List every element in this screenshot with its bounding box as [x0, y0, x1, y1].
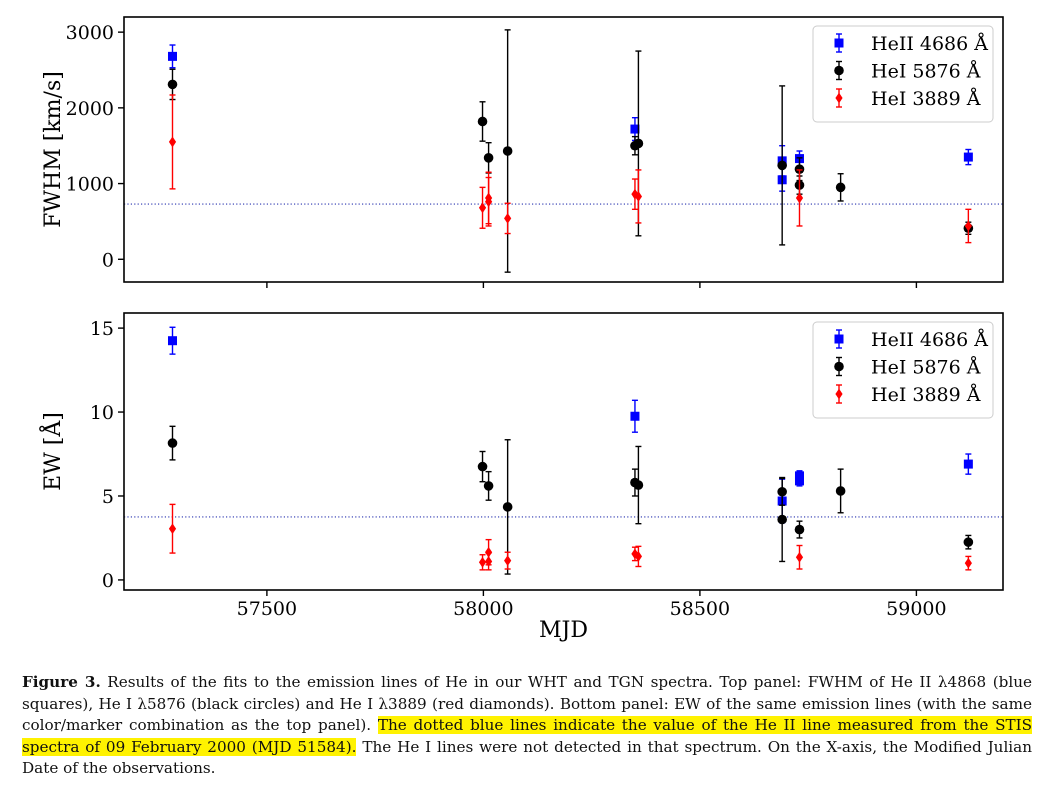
diamond-point [795, 551, 804, 563]
diamond-point [168, 136, 177, 148]
legend-entry: HeI 5876 Å [871, 357, 981, 379]
circle-point [794, 164, 805, 174]
legend-marker [834, 65, 844, 76]
circle-point [502, 502, 513, 512]
diamond-point [484, 546, 493, 558]
legend-entry: HeII 4686 Å [871, 329, 988, 351]
circle-point [167, 79, 178, 90]
x-tick-label: 57500 [237, 598, 297, 620]
square-point [794, 476, 804, 486]
diamond-point [795, 192, 804, 204]
circle-point [777, 514, 787, 525]
x-tick-label: 58500 [670, 598, 730, 620]
circle-point [477, 116, 488, 127]
y-tick-label: 5 [102, 486, 114, 508]
legend-entry: HeI 5876 Å [871, 61, 981, 83]
diamond-point [634, 191, 643, 202]
bottom-panel-ew: 0 5 10 15 57500 58000 58500 59000 EW [Å] MJD HeII … [38, 312, 1004, 643]
square-point [630, 124, 640, 134]
diamond-point [504, 213, 512, 224]
plot-frame [123, 312, 1004, 591]
x-axis-label: MJD [539, 618, 588, 643]
diamond-point [631, 548, 639, 560]
circle-point [167, 438, 178, 448]
legend-entry: HeI 3889 Å [871, 384, 981, 406]
circle-point [777, 160, 787, 171]
diamond-point [478, 556, 487, 568]
y-tick-label: 2000 [66, 98, 114, 120]
circle-point [633, 480, 644, 490]
caption-text-1: Results of the fits to the emission line… [22, 673, 1032, 735]
square-point [963, 152, 973, 162]
caption-text-2: The He I lines were not detected in that… [22, 737, 1033, 778]
y-tick-label: 1000 [66, 174, 114, 196]
circle-point [477, 461, 488, 472]
legend: HeII 4686 Å HeI 5876 Å HeI 3889 Å [812, 25, 994, 123]
legend-entry: HeI 3889 Å [871, 88, 981, 110]
square-point [167, 51, 177, 61]
plot-frame [123, 16, 1004, 283]
figure: 0 1000 2000 3000 FWHM [km/s] HeII 4686 Å HeI 5… [38, 16, 1004, 643]
diamond-point [964, 220, 972, 232]
circle-point [483, 481, 494, 491]
circle-point [794, 524, 805, 535]
diamond-point [504, 555, 512, 567]
figure-caption: Figure 3. Results of the fits to the emi… [22, 672, 1033, 780]
square-point [630, 411, 640, 421]
circle-point [633, 138, 644, 149]
diamond-point [484, 192, 493, 204]
circle-point [963, 537, 974, 547]
square-point [963, 459, 973, 469]
x-tick-label: 58000 [453, 598, 513, 620]
top-panel-fwhm: 0 1000 2000 3000 FWHM [km/s] HeII 4686 Å HeI 5… [41, 16, 1004, 288]
circle-point [483, 153, 494, 163]
legend-entry: HeII 4686 Å [871, 33, 988, 55]
circle-point [835, 486, 846, 496]
y-axis-label: EW [Å] [38, 412, 66, 491]
legend: HeII 4686 Å HeI 5876 Å HeI 3889 Å [812, 321, 994, 419]
diamond-point [478, 202, 487, 214]
square-point [167, 336, 177, 346]
x-tick-label: 59000 [886, 598, 946, 620]
circle-point [835, 182, 846, 193]
y-tick-label: 3000 [66, 22, 114, 44]
y-axis-label: FWHM [km/s] [41, 71, 66, 228]
diamond-point [631, 188, 639, 200]
diamond-point [634, 551, 643, 562]
legend-marker [834, 361, 844, 372]
legend-marker [835, 388, 843, 400]
y-tick-label: 15 [90, 318, 114, 340]
legend-box [812, 25, 994, 123]
legend-marker [834, 334, 844, 344]
diamond-point [964, 557, 972, 569]
circle-point [502, 146, 513, 156]
legend-marker [835, 92, 843, 104]
y-tick-label: 0 [102, 249, 114, 271]
y-tick-label: 10 [90, 402, 114, 424]
legend-marker [834, 38, 844, 48]
legend-box [812, 321, 994, 419]
y-tick-label: 0 [102, 570, 114, 592]
caption-label: Figure 3. [22, 673, 101, 691]
diamond-point [168, 523, 177, 535]
